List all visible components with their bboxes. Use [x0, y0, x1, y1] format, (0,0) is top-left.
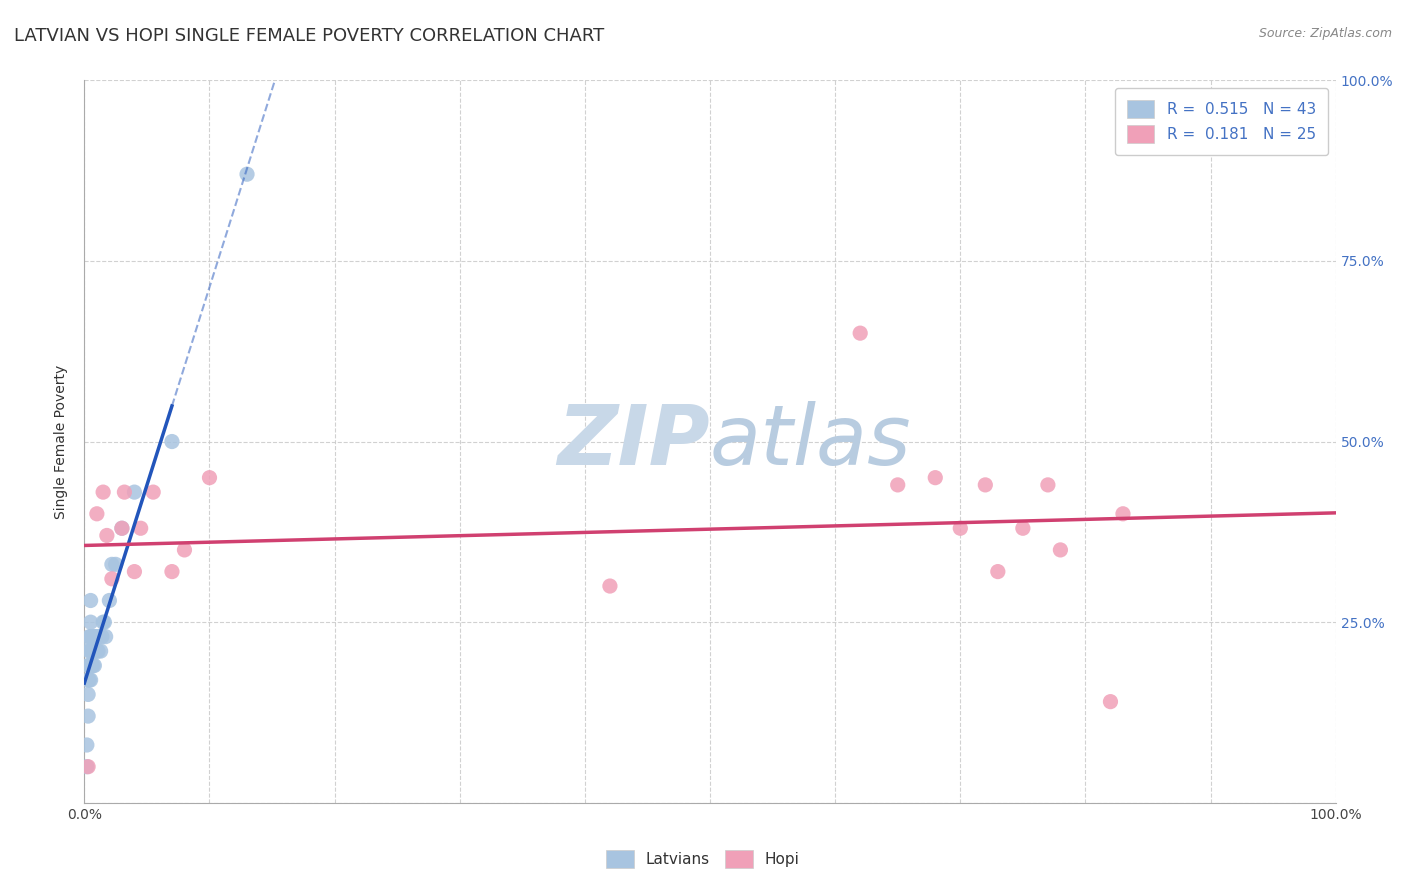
Point: [91, 485, 114, 500]
Point: [77, 687, 100, 701]
Point: [86, 644, 108, 658]
Point: [124, 485, 146, 500]
Point: [160, 565, 183, 579]
Point: [1112, 507, 1135, 521]
Point: [887, 478, 910, 492]
Point: [80, 630, 103, 644]
Text: LATVIAN VS HOPI SINGLE FEMALE POVERTY CORRELATION CHART: LATVIAN VS HOPI SINGLE FEMALE POVERTY CO…: [14, 27, 605, 45]
Point: [1036, 478, 1059, 492]
Point: [77, 673, 100, 687]
Point: [86, 630, 108, 644]
Point: [79, 630, 101, 644]
Point: [91, 615, 114, 630]
Point: [1049, 542, 1071, 557]
Point: [124, 565, 146, 579]
Point: [987, 565, 1010, 579]
Point: [77, 760, 100, 774]
Point: [79, 644, 101, 658]
Point: [129, 521, 152, 535]
Point: [101, 558, 124, 572]
Point: [79, 644, 101, 658]
Point: [77, 658, 100, 673]
Point: [87, 644, 110, 658]
Point: [1099, 695, 1122, 709]
Text: Source: ZipAtlas.com: Source: ZipAtlas.com: [1258, 27, 1392, 40]
Point: [77, 637, 100, 651]
Point: [83, 658, 105, 673]
Point: [79, 673, 101, 687]
Point: [84, 644, 107, 658]
Point: [101, 572, 124, 586]
Point: [79, 658, 101, 673]
Point: [79, 658, 101, 673]
Point: [83, 644, 105, 658]
Point: [924, 470, 946, 484]
Point: [80, 644, 103, 658]
Point: [79, 673, 101, 687]
Point: [849, 326, 872, 340]
Point: [77, 709, 100, 723]
Point: [173, 542, 195, 557]
Point: [1012, 521, 1035, 535]
Point: [82, 644, 104, 658]
Point: [89, 630, 111, 644]
Point: [111, 521, 134, 535]
Point: [80, 658, 103, 673]
Point: [198, 470, 221, 484]
Point: [949, 521, 972, 535]
Point: [160, 434, 183, 449]
Point: [86, 507, 108, 521]
Point: [82, 658, 104, 673]
Point: [79, 615, 101, 630]
Point: [236, 167, 259, 181]
Text: atlas: atlas: [710, 401, 911, 482]
Point: [111, 521, 134, 535]
Point: [79, 593, 101, 607]
Point: [76, 738, 98, 752]
Point: [142, 485, 165, 500]
Point: [84, 630, 107, 644]
Point: [93, 615, 115, 630]
Point: [76, 760, 98, 774]
Point: [83, 630, 105, 644]
Point: [112, 485, 135, 500]
Point: [90, 630, 112, 644]
Point: [104, 558, 127, 572]
Point: [599, 579, 621, 593]
Point: [98, 593, 121, 607]
Point: [96, 528, 118, 542]
Legend: R =  0.515   N = 43, R =  0.181   N = 25: R = 0.515 N = 43, R = 0.181 N = 25: [1115, 88, 1329, 155]
Text: ZIP: ZIP: [557, 401, 710, 482]
Y-axis label: Single Female Poverty: Single Female Poverty: [55, 365, 69, 518]
Point: [79, 630, 101, 644]
Point: [974, 478, 997, 492]
Point: [90, 644, 112, 658]
Point: [94, 630, 117, 644]
Legend: Latvians, Hopi: Latvians, Hopi: [593, 838, 813, 880]
